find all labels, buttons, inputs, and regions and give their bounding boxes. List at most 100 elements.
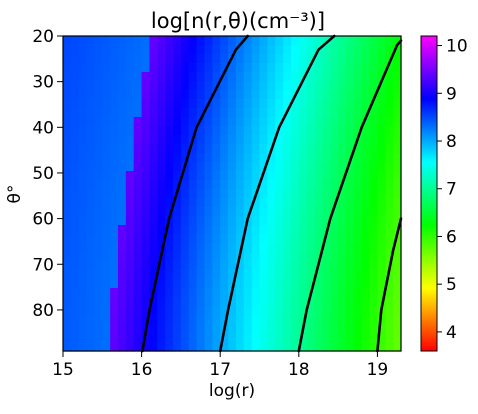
heatmap-cell (118, 144, 127, 154)
heatmap-cell (385, 252, 394, 262)
heatmap-cell (251, 90, 261, 100)
heatmap-cell (63, 207, 72, 217)
heatmap-cell (361, 135, 371, 145)
heatmap-cell (94, 117, 103, 127)
heatmap-cell (306, 342, 316, 352)
contour-line (141, 34, 249, 353)
heatmap-cell (353, 333, 363, 343)
heatmap-cell (338, 99, 347, 109)
heatmap-cell (63, 243, 72, 253)
heatmap-cell (63, 225, 72, 235)
heatmap-cell (173, 180, 182, 190)
heatmap-cell (275, 135, 284, 145)
heatmap-cell (330, 72, 339, 82)
heatmap-cell (322, 117, 331, 127)
heatmap-cell (86, 126, 96, 136)
heatmap-cell (251, 36, 261, 46)
heatmap-cell (125, 315, 135, 325)
heatmap-cell (235, 171, 245, 181)
heatmap-cell (212, 189, 221, 199)
heatmap-cell (102, 126, 111, 136)
heatmap-cell (157, 153, 166, 163)
heatmap-cell (243, 72, 253, 82)
heatmap-cell (78, 207, 88, 217)
heatmap-cell (149, 153, 158, 163)
heatmap-cell (259, 180, 268, 190)
heatmap-cell (243, 54, 253, 64)
heatmap-cell (369, 207, 379, 217)
heatmap-cell (228, 126, 237, 136)
heatmap-cell (361, 243, 371, 253)
heatmap-cell (353, 243, 363, 253)
heatmap-cell (393, 270, 402, 280)
heatmap-cell (298, 153, 308, 163)
heatmap-cell (212, 63, 221, 73)
heatmap-cell (118, 54, 127, 64)
heatmap-cell (188, 270, 198, 280)
heatmap-cell (353, 81, 363, 91)
heatmap-cell (86, 36, 96, 46)
heatmap-cell (393, 126, 402, 136)
heatmap-cell (275, 297, 284, 307)
heatmap-cell (290, 144, 300, 154)
heatmap-cell (149, 162, 158, 172)
heatmap-cell (338, 315, 347, 325)
heatmap-cell (157, 54, 166, 64)
heatmap-cell (70, 270, 80, 280)
heatmap-cell (369, 54, 379, 64)
heatmap-cell (70, 297, 80, 307)
heatmap-cell (102, 288, 111, 298)
heatmap-cell (204, 252, 213, 262)
heatmap-cell (235, 99, 245, 109)
heatmap-cell (290, 126, 300, 136)
heatmap-cell (125, 198, 135, 208)
heatmap-cell (149, 333, 158, 343)
heatmap-cell (133, 225, 143, 235)
heatmap-cell (212, 36, 221, 46)
heatmap-cell (369, 315, 379, 325)
heatmap-cell (63, 54, 72, 64)
heatmap-cell (133, 189, 143, 199)
heatmap-cell (141, 135, 151, 145)
heatmap-cell (345, 63, 355, 73)
heatmap-cell (212, 333, 221, 343)
heatmap-cell (322, 243, 331, 253)
heatmap-cell (251, 126, 261, 136)
heatmap-cell (353, 315, 363, 325)
heatmap-cell (338, 279, 347, 289)
heatmap-cell (86, 153, 96, 163)
heatmap-cell (322, 171, 331, 181)
heatmap-cell (196, 297, 206, 307)
heatmap-cell (275, 81, 284, 91)
heatmap-cell (298, 198, 308, 208)
heatmap-cell (63, 126, 72, 136)
heatmap-cell (102, 162, 111, 172)
heatmap-cell (290, 189, 300, 199)
heatmap-cell (314, 288, 323, 298)
heatmap-cell (267, 207, 276, 217)
heatmap-cell (165, 144, 174, 154)
heatmap-cell (345, 306, 355, 316)
heatmap-cell (385, 324, 394, 334)
heatmap-cell (63, 63, 72, 73)
heatmap-cell (212, 108, 221, 118)
heatmap-cell (369, 333, 379, 343)
heatmap-cell (102, 342, 111, 352)
heatmap-cell (220, 36, 229, 46)
heatmap-cell (361, 279, 371, 289)
heatmap-cell (212, 180, 221, 190)
heatmap-cell (63, 72, 72, 82)
heatmap-cell (235, 180, 245, 190)
heatmap-cell (118, 288, 127, 298)
heatmap-cell (86, 99, 96, 109)
heatmap-cell (235, 270, 245, 280)
heatmap-cell (385, 81, 394, 91)
heatmap-cell (243, 180, 253, 190)
heatmap-cell (86, 315, 96, 325)
heatmap-cell (267, 189, 276, 199)
heatmap-cell (78, 342, 88, 352)
heatmap-cell (220, 234, 229, 244)
heatmap-cell (94, 333, 103, 343)
heatmap-cell (377, 252, 386, 262)
